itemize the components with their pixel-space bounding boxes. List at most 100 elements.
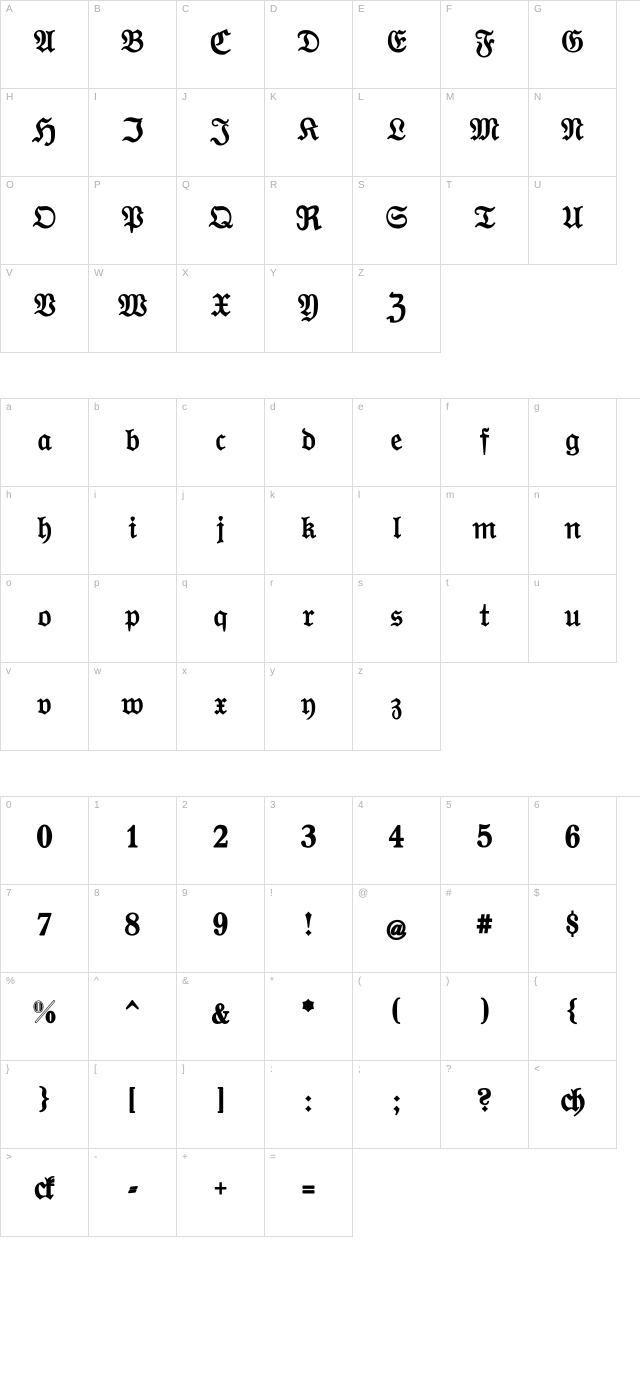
glyph-label: 2 bbox=[182, 800, 188, 811]
glyph-label: j bbox=[182, 490, 184, 501]
glyph-cell: Cℭ bbox=[177, 1, 265, 89]
glyph-display: 𝔘 bbox=[562, 201, 583, 236]
glyph-label: K bbox=[270, 92, 277, 103]
glyph-cell: a𝔞 bbox=[1, 399, 89, 487]
glyph-label: k bbox=[270, 490, 275, 501]
glyph-cell: ]] bbox=[177, 1061, 265, 1149]
glyph-cell: r𝔯 bbox=[265, 575, 353, 663]
glyph-cell: ;; bbox=[353, 1061, 441, 1149]
glyph-cell: i𝔦 bbox=[89, 487, 177, 575]
glyph-label: P bbox=[94, 180, 101, 191]
glyph-cell: E𝔈 bbox=[353, 1, 441, 89]
glyph-label: d bbox=[270, 402, 276, 413]
glyph-cell: 77 bbox=[1, 885, 89, 973]
glyph-cell: 88 bbox=[89, 885, 177, 973]
glyph-cell: ?? bbox=[441, 1061, 529, 1149]
glyph-display: ; bbox=[394, 1086, 399, 1119]
glyph-label: Z bbox=[358, 268, 364, 279]
glyph-cell: {{ bbox=[529, 973, 617, 1061]
glyph-cell: <ch bbox=[529, 1061, 617, 1149]
glyph-display: 𝔒 bbox=[33, 201, 57, 236]
glyph-cell: ** bbox=[265, 973, 353, 1061]
glyph-display: 𝔦 bbox=[128, 511, 136, 546]
glyph-display: # bbox=[476, 910, 492, 943]
glyph-label: t bbox=[446, 578, 449, 589]
glyph-grid: A𝔄B𝔅CℭD𝔇E𝔈F𝔉G𝔊HℌIℑJ𝔍K𝔎L𝔏M𝔐N𝔑O𝔒P𝔓Q𝔔RℜS𝔖T𝔗… bbox=[0, 0, 640, 353]
glyph-display: 𝔍 bbox=[211, 113, 231, 148]
glyph-cell: G𝔊 bbox=[529, 1, 617, 89]
glyph-display: 𝔏 bbox=[387, 113, 406, 148]
glyph-display: ^ bbox=[126, 998, 139, 1031]
glyph-cell: 11 bbox=[89, 797, 177, 885]
glyph-label: f bbox=[446, 402, 449, 413]
glyph-display: 𝔉 bbox=[474, 25, 494, 60]
glyph-display: + bbox=[214, 1174, 227, 1207]
glyph-display: 𝔣 bbox=[480, 423, 490, 458]
glyph-label: D bbox=[270, 4, 277, 15]
glyph-display: @ bbox=[387, 910, 406, 943]
glyph-label: R bbox=[270, 180, 277, 191]
glyph-cell: m𝔪 bbox=[441, 487, 529, 575]
glyph-display: ) bbox=[481, 998, 489, 1031]
glyph-display: 𝔟 bbox=[125, 423, 140, 458]
glyph-label: ^ bbox=[94, 976, 99, 987]
glyph-cell: 44 bbox=[353, 797, 441, 885]
glyph-label: l bbox=[358, 490, 360, 501]
glyph-cell: 00 bbox=[1, 797, 89, 885]
glyph-label: h bbox=[6, 490, 12, 501]
glyph-display: ℌ bbox=[32, 111, 56, 150]
glyph-label: ] bbox=[182, 1064, 185, 1075]
glyph-cell: o𝔬 bbox=[1, 575, 89, 663]
glyph-display: 1 bbox=[127, 822, 137, 855]
glyph-display: & bbox=[211, 998, 229, 1031]
glyph-label: Q bbox=[182, 180, 190, 191]
glyph-label: ) bbox=[446, 976, 449, 987]
glyph-label: > bbox=[6, 1152, 12, 1163]
glyph-display: 𝔠 bbox=[215, 423, 225, 458]
glyph-label: H bbox=[6, 92, 13, 103]
glyph-label: 0 bbox=[6, 800, 12, 811]
glyph-display: 𝔢 bbox=[390, 423, 402, 458]
glyph-display: 7 bbox=[38, 910, 52, 943]
glyph-label: C bbox=[182, 4, 189, 15]
glyph-cell: b𝔟 bbox=[89, 399, 177, 487]
glyph-cell: L𝔏 bbox=[353, 89, 441, 177]
glyph-cell: -- bbox=[89, 1149, 177, 1237]
glyph-cell: w𝔴 bbox=[89, 663, 177, 751]
glyph-cell: :: bbox=[265, 1061, 353, 1149]
glyph-display: ! bbox=[305, 910, 312, 943]
glyph-cell: l𝔩 bbox=[353, 487, 441, 575]
glyph-label: 7 bbox=[6, 888, 12, 899]
glyph-label: # bbox=[446, 888, 452, 899]
glyph-cell: n𝔫 bbox=[529, 487, 617, 575]
glyph-display: 0 bbox=[37, 822, 52, 855]
glyph-cell: >ck bbox=[1, 1149, 89, 1237]
glyph-display: ] bbox=[218, 1086, 224, 1119]
glyph-display: 𝔇 bbox=[297, 25, 321, 60]
glyph-cell: [[ bbox=[89, 1061, 177, 1149]
font-character-map: A𝔄B𝔅CℭD𝔇E𝔈F𝔉G𝔊HℌIℑJ𝔍K𝔎L𝔏M𝔐N𝔑O𝔒P𝔓Q𝔔RℜS𝔖T𝔗… bbox=[0, 0, 640, 1237]
glyph-cell: W𝔚 bbox=[89, 265, 177, 353]
glyph-display: [ bbox=[130, 1086, 136, 1119]
glyph-cell: ^^ bbox=[89, 973, 177, 1061]
glyph-display: 𝔔 bbox=[209, 201, 233, 236]
glyph-cell: @@ bbox=[353, 885, 441, 973]
glyph-label: w bbox=[94, 666, 101, 677]
glyph-cell: J𝔍 bbox=[177, 89, 265, 177]
glyph-label: $ bbox=[534, 888, 540, 899]
glyph-display: 𝔓 bbox=[121, 201, 144, 236]
glyph-label: n bbox=[534, 490, 540, 501]
glyph-label: ( bbox=[358, 976, 361, 987]
glyph-label: q bbox=[182, 578, 188, 589]
glyph-label: V bbox=[6, 268, 13, 279]
glyph-label: 3 bbox=[270, 800, 276, 811]
glyph-display: 𝔄 bbox=[34, 25, 55, 60]
glyph-label: z bbox=[358, 666, 363, 677]
glyph-cell: K𝔎 bbox=[265, 89, 353, 177]
glyph-cell: Zℨ bbox=[353, 265, 441, 353]
glyph-display: 𝔈 bbox=[387, 25, 407, 60]
glyph-cell: 33 bbox=[265, 797, 353, 885]
glyph-cell: d𝔡 bbox=[265, 399, 353, 487]
glyph-label: U bbox=[534, 180, 541, 191]
glyph-display: ℑ bbox=[121, 111, 143, 150]
